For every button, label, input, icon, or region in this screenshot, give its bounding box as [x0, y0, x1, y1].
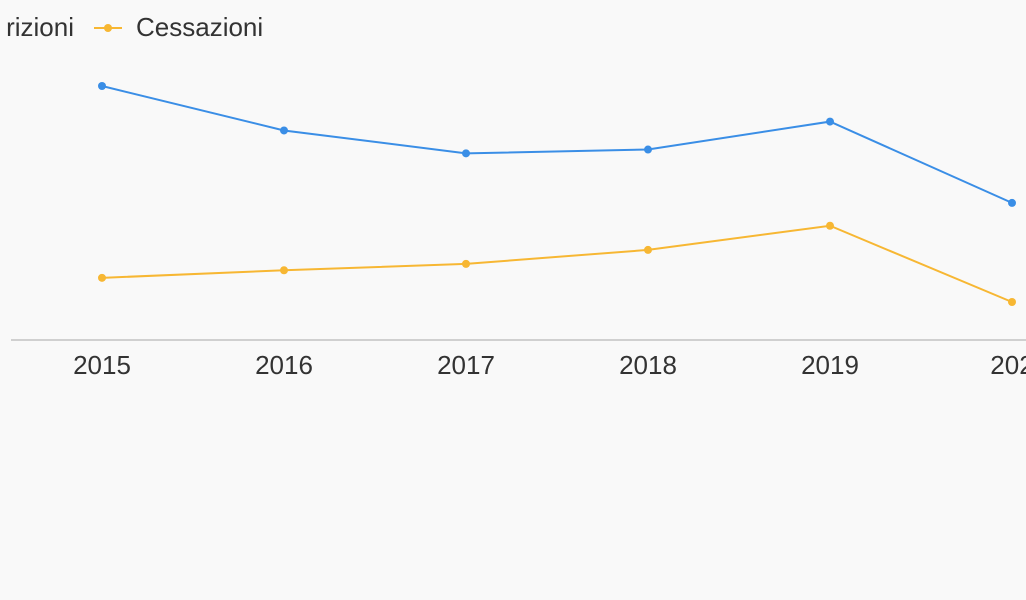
data-point-cessazioni-2017[interactable]: [462, 259, 470, 268]
legend: rizioni Cessazioni: [6, 12, 263, 42]
data-point-cessazioni-2018[interactable]: [644, 245, 652, 254]
x-tick-label-2018: 2018: [619, 350, 677, 380]
data-point-cessazioni-2019[interactable]: [826, 221, 834, 230]
data-point-iscrizioni-2016[interactable]: [280, 126, 288, 135]
x-tick-label-2016: 2016: [255, 350, 313, 380]
data-point-iscrizioni-2018[interactable]: [644, 145, 652, 154]
x-tick-label-2020: 202: [990, 350, 1026, 380]
x-tick-label-2015: 2015: [73, 350, 131, 380]
data-point-cessazioni-2015[interactable]: [98, 273, 106, 282]
data-point-cessazioni-2020[interactable]: [1008, 298, 1016, 306]
x-tick-label-2017: 2017: [437, 350, 495, 380]
data-point-iscrizioni-2020[interactable]: [1008, 198, 1016, 207]
series-cessazioni: [98, 221, 1016, 306]
series-iscrizioni: [98, 82, 1016, 207]
data-point-cessazioni-2016[interactable]: [280, 266, 288, 275]
series-line-iscrizioni: [101, 85, 1013, 204]
legend-label-cessazioni: Cessazioni: [136, 12, 263, 42]
data-point-iscrizioni-2017[interactable]: [462, 149, 470, 158]
x-tick-label-2019: 2019: [801, 350, 859, 380]
legend-label-iscrizioni: rizioni: [6, 12, 74, 42]
series-layer: [98, 82, 1016, 306]
data-point-iscrizioni-2019[interactable]: [826, 117, 834, 126]
legend-item-cessazioni[interactable]: Cessazioni: [94, 12, 263, 42]
x-axis-ticks: 2015 2016 2017 2018 2019 202: [73, 350, 1026, 380]
legend-marker-cessazioni: [104, 24, 112, 32]
data-point-iscrizioni-2015[interactable]: [98, 82, 106, 90]
series-line-cessazioni: [101, 224, 1013, 303]
